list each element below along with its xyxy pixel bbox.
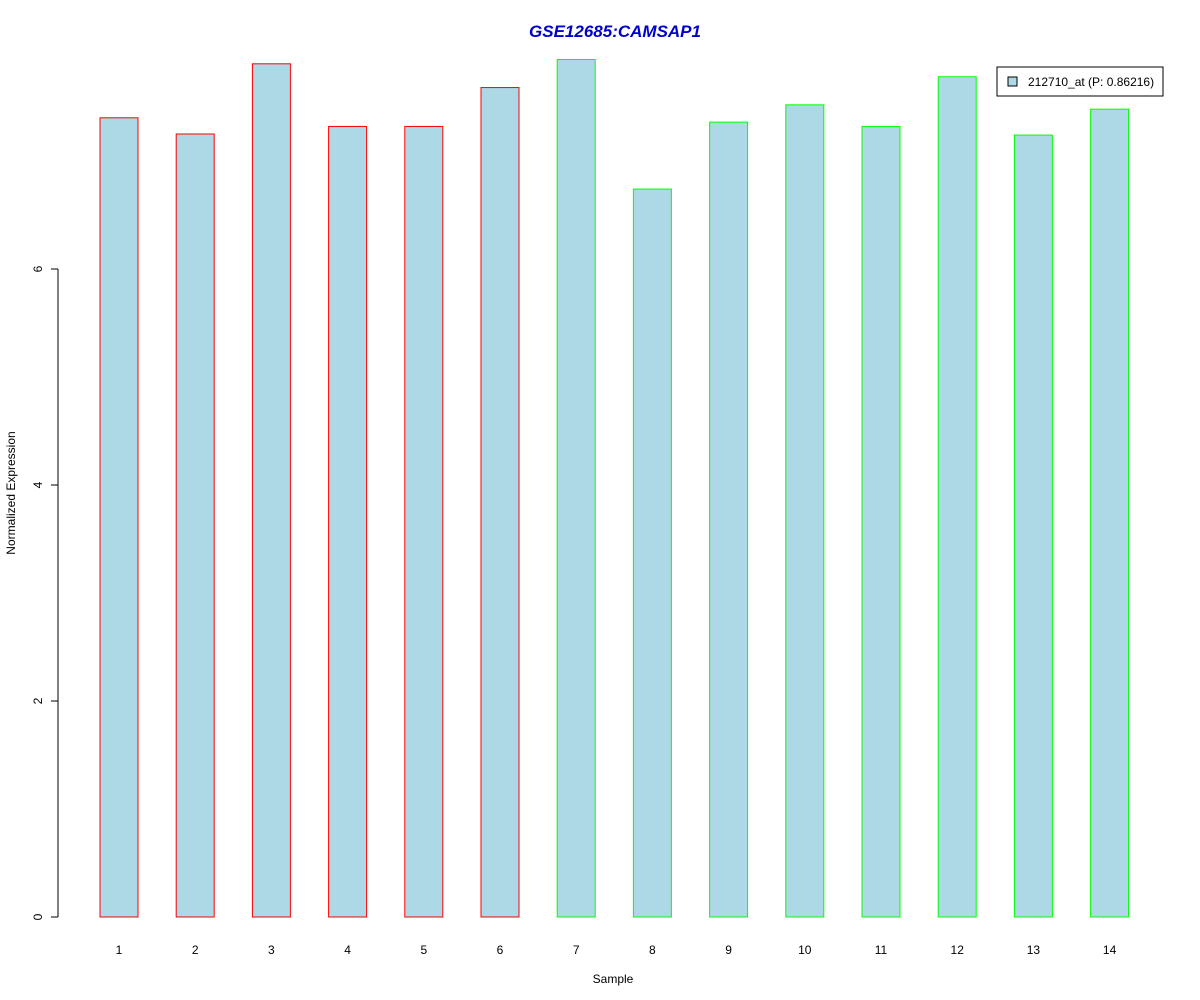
x-tick-label: 2 [192, 943, 199, 957]
x-tick-label: 11 [875, 943, 888, 957]
x-axis-label: Sample [593, 972, 634, 986]
y-tick-label: 2 [31, 697, 45, 704]
bar-sample-14 [1090, 108, 1130, 918]
x-tick-label: 7 [573, 943, 580, 957]
bar-sample-13 [1013, 134, 1053, 918]
x-tick-label: 4 [344, 943, 351, 957]
bar-sample-6 [480, 87, 520, 918]
x-tick-label: 1 [116, 943, 123, 957]
y-tick-label: 4 [31, 481, 45, 488]
bar-sample-7 [556, 58, 596, 918]
bar-sample-10 [785, 104, 825, 918]
y-axis: 0 2 4 6 [31, 265, 59, 920]
bar-sample-8 [632, 188, 672, 918]
bar-sample-1 [99, 117, 139, 918]
bar-sample-4 [328, 125, 368, 918]
legend-box [996, 66, 1164, 97]
bar-sample-12 [937, 76, 977, 918]
bars-group [99, 58, 1130, 918]
legend-swatch [1007, 76, 1018, 87]
legend-label: 212710_at (P: 0.86216) [1028, 75, 1154, 89]
x-tick-labels: 1 2 3 4 5 6 7 8 9 10 11 12 13 14 [116, 943, 1117, 957]
x-tick-label: 12 [951, 943, 965, 957]
x-tick-label: 8 [649, 943, 656, 957]
bar-sample-3 [251, 63, 291, 918]
x-tick-label: 6 [497, 943, 504, 957]
x-tick-label: 5 [420, 943, 427, 957]
x-tick-label: 14 [1103, 943, 1117, 957]
y-axis-label: Normalized Expression [4, 431, 18, 554]
x-tick-label: 9 [725, 943, 732, 957]
x-tick-label: 13 [1027, 943, 1041, 957]
chart-title: GSE12685:CAMSAP1 [529, 22, 701, 41]
bar-sample-9 [709, 121, 749, 918]
x-tick-label: 3 [268, 943, 275, 957]
bar-sample-5 [404, 125, 444, 918]
y-tick-label: 0 [31, 913, 45, 920]
x-tick-label: 10 [798, 943, 812, 957]
bar-sample-11 [861, 125, 901, 918]
bar-sample-2 [175, 133, 215, 918]
legend: 212710_at (P: 0.86216) [996, 66, 1164, 97]
y-tick-label: 6 [31, 265, 45, 272]
